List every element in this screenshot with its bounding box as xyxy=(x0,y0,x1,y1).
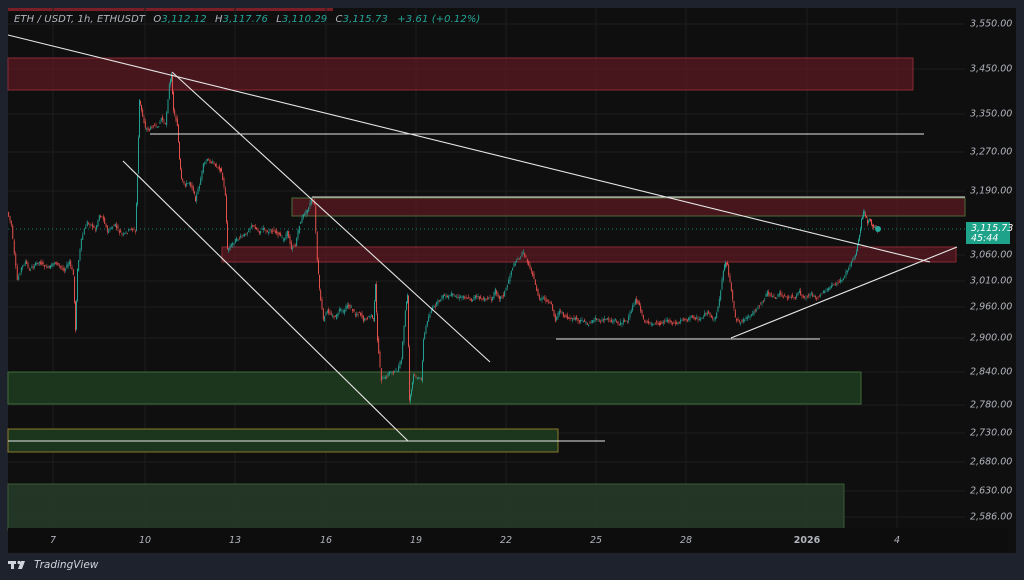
symbol-legend: ETH / USDT, 1h, ETHUSDT O3,112.12 H3,117… xyxy=(14,14,480,25)
low-value: 3,110.29 xyxy=(281,14,328,25)
time-axis-label: 2026 xyxy=(793,535,821,546)
major-downtrend-line[interactable] xyxy=(7,34,931,263)
channel-upper-line[interactable] xyxy=(171,71,491,363)
top-accent-bar xyxy=(8,8,333,11)
time-axis-label: 7 xyxy=(49,535,57,546)
time-axis-label: 22 xyxy=(499,535,513,546)
resistance-zone-3060[interactable] xyxy=(221,246,957,263)
high-value: 3,117.76 xyxy=(222,14,268,25)
price-axis-label: 3,060.00 xyxy=(970,249,1013,261)
price-axis-label: 2,730.00 xyxy=(970,427,1013,439)
time-axis-label: 4 xyxy=(893,535,901,546)
time-axis-label: 10 xyxy=(138,535,152,546)
price-axis-label: 2,960.00 xyxy=(970,301,1013,313)
price-axis-label: 2,680.00 xyxy=(970,456,1013,468)
price-axis-label: 3,270.00 xyxy=(970,146,1013,158)
last-price-tag: 3,115.73 45:44 xyxy=(966,222,1014,244)
price-axis-label: 3,010.00 xyxy=(970,275,1013,287)
close-label: C xyxy=(335,14,343,25)
price-axis-label: 3,450.00 xyxy=(970,63,1013,75)
tradingview-logo-icon xyxy=(8,560,25,569)
resistance-zone-3450[interactable] xyxy=(7,57,914,91)
time-axis-label: 25 xyxy=(589,535,603,546)
open-label: O xyxy=(153,14,162,25)
last-price-value: 3,115.73 xyxy=(971,223,1014,234)
price-axis-label: 2,780.00 xyxy=(970,399,1013,411)
time-axis[interactable] xyxy=(8,528,1008,552)
change-value: +3.61 (+0.12%) xyxy=(397,14,481,25)
ascending-trend-line[interactable] xyxy=(730,246,958,339)
low-label: L xyxy=(276,14,282,25)
open-value: 3,112.12 xyxy=(161,14,207,25)
price-axis-label: 2,900.00 xyxy=(970,332,1013,344)
last-price-dot xyxy=(875,226,881,232)
price-axis-label: 3,550.00 xyxy=(970,18,1013,30)
candle-countdown: 45:44 xyxy=(971,233,999,244)
tradingview-footer[interactable]: TradingView xyxy=(8,557,98,573)
price-axis-label: 3,350.00 xyxy=(970,108,1013,120)
time-axis-label: 13 xyxy=(228,535,242,546)
support-zone-2840[interactable] xyxy=(7,371,862,405)
time-axis-label: 28 xyxy=(679,535,693,546)
time-axis-label: 16 xyxy=(319,535,333,546)
price-axis-label: 2,840.00 xyxy=(970,366,1013,378)
price-axis-label: 3,190.00 xyxy=(970,185,1013,197)
trend-lines[interactable] xyxy=(7,34,965,442)
price-axis-label: 2,586.00 xyxy=(970,511,1013,523)
channel-lower-line[interactable] xyxy=(122,160,409,442)
price-axis-label: 2,630.00 xyxy=(970,485,1013,497)
high-label: H xyxy=(215,14,223,25)
tradingview-brand: TradingView xyxy=(34,559,99,571)
time-axis-label: 19 xyxy=(409,535,423,546)
resistance-zone-3190[interactable] xyxy=(291,197,966,217)
candlestick-series xyxy=(8,72,878,404)
price-zones xyxy=(7,57,966,531)
close-value: 3,115.73 xyxy=(342,14,388,25)
support-zone-2630[interactable] xyxy=(7,483,845,531)
symbol-label: ETH / USDT, 1h, ETHUSDT xyxy=(14,14,146,25)
